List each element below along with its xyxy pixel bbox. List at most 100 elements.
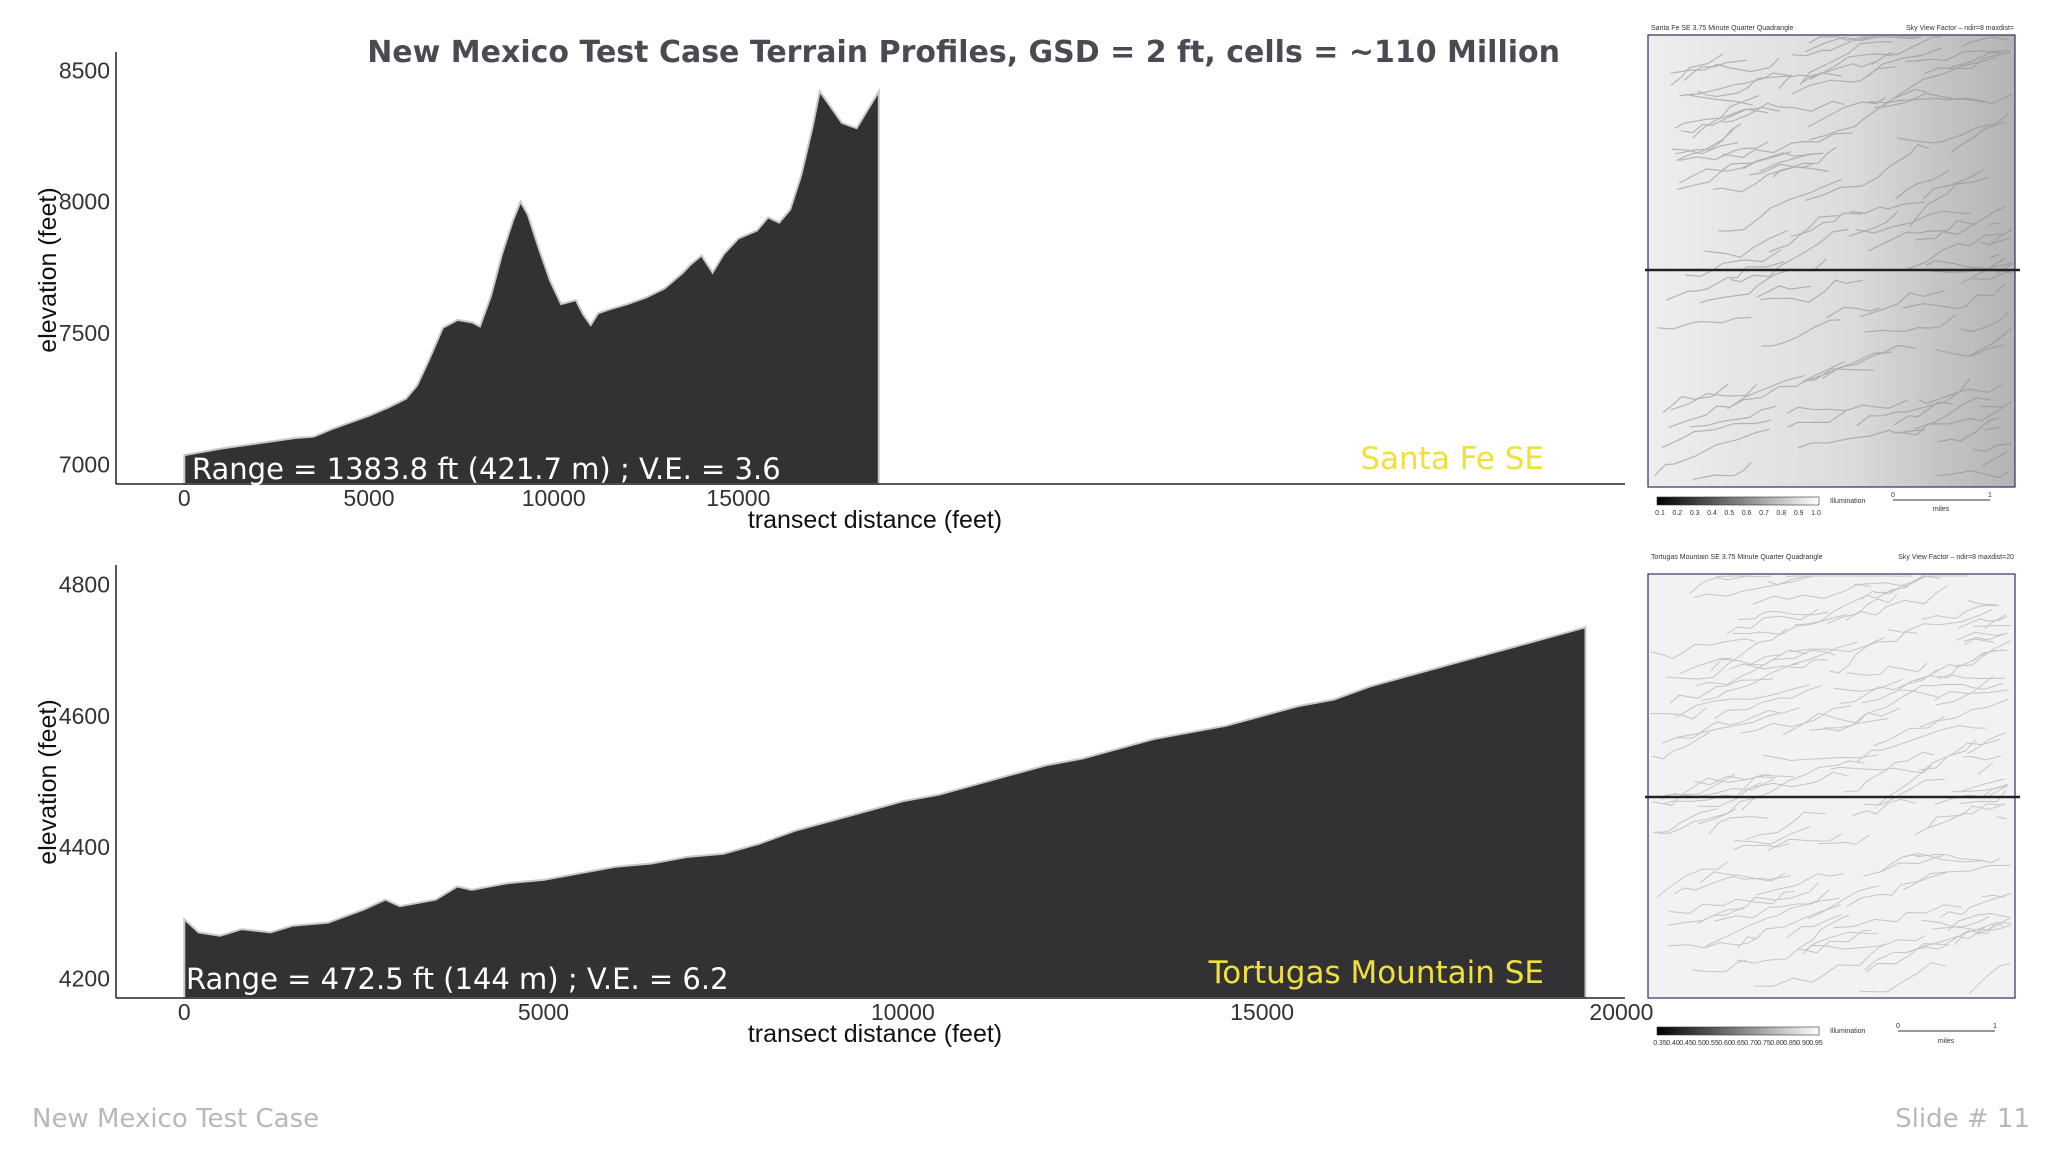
drainage-line bbox=[1939, 892, 2012, 919]
drainage-line bbox=[1762, 754, 1879, 762]
legend-label: Illumination bbox=[1830, 498, 1866, 505]
drainage-line bbox=[1963, 638, 1995, 643]
drainage-line bbox=[1746, 659, 1828, 670]
y-axis-label: elevation (feet) bbox=[34, 699, 62, 864]
drainage-line bbox=[1692, 95, 1760, 139]
drainage-line bbox=[1927, 803, 2006, 828]
drainage-line bbox=[1740, 705, 1852, 734]
legend-tick-label: 0.60 bbox=[1718, 1040, 1732, 1047]
drainage-line bbox=[1920, 698, 2009, 728]
footer-left: New Mexico Test Case bbox=[32, 1104, 319, 1134]
x-tick-label: 10000 bbox=[871, 999, 935, 1025]
drainage-line bbox=[1957, 640, 2012, 666]
drainage-line bbox=[1672, 142, 1739, 155]
drainage-line bbox=[1859, 961, 1947, 993]
drainage-line bbox=[1988, 784, 2009, 797]
y-tick-label: 7500 bbox=[59, 320, 110, 346]
drainage-line bbox=[1817, 834, 1870, 845]
legend-tick-label: 0.80 bbox=[1770, 1040, 1784, 1047]
map-title: Tortugas Mountain SE 3.75 Minute Quarter… bbox=[1651, 554, 1823, 561]
drainage-line bbox=[1778, 72, 1842, 90]
drainage-line bbox=[1651, 638, 1755, 660]
x-tick-label: 0 bbox=[178, 485, 191, 511]
drainage-line bbox=[1873, 715, 1945, 747]
drainage-line bbox=[1963, 755, 2002, 761]
drainage-line bbox=[1692, 462, 1752, 480]
drainage-line bbox=[1808, 36, 1877, 44]
drainage-line bbox=[1947, 912, 2010, 932]
drainage-line bbox=[1669, 890, 1795, 915]
drainage-line bbox=[1980, 237, 2011, 245]
drainage-line bbox=[1714, 685, 1822, 720]
drainage-line bbox=[1661, 419, 1772, 448]
drainage-line bbox=[1786, 399, 1908, 414]
drainage-line bbox=[1698, 796, 1759, 825]
y-tick-label: 4200 bbox=[59, 965, 110, 991]
drainage-line bbox=[1754, 943, 1885, 987]
drainage-line bbox=[1759, 279, 1864, 303]
legend-tick-label: 1.0 bbox=[1811, 510, 1821, 517]
drainage-line bbox=[1951, 121, 2006, 154]
drainage-line bbox=[1737, 904, 1841, 949]
drainage-line bbox=[1670, 383, 1758, 411]
drainage-line bbox=[1982, 451, 2007, 467]
drainage-line bbox=[1791, 641, 1858, 665]
drainage-line bbox=[1854, 575, 1968, 587]
drainage-line bbox=[1733, 843, 1790, 851]
site-label: Santa Fe SE bbox=[1360, 441, 1544, 477]
drainage-line bbox=[1961, 36, 2010, 48]
drainage-line bbox=[1878, 854, 1921, 874]
x-axis-label: transect distance (feet) bbox=[748, 1020, 1002, 1048]
drainage-line bbox=[1670, 53, 1724, 86]
drainage-line bbox=[1898, 664, 1961, 691]
drainage-line bbox=[1689, 405, 1777, 428]
drainage-line bbox=[1956, 631, 2007, 641]
map-frame-inner bbox=[1647, 573, 2016, 999]
chart-tortugas-mountain-se: 4200 4400 4600 4800 0 5000 10000 15000 20000 tr… bbox=[34, 565, 1653, 1048]
drainage-line bbox=[1806, 368, 1874, 381]
drainage-line bbox=[1855, 210, 1972, 234]
drainage-line bbox=[1786, 575, 1913, 577]
drainage-line bbox=[1925, 257, 2006, 270]
map-drainage-texture bbox=[1649, 575, 2012, 994]
drainage-line bbox=[1806, 930, 1871, 954]
legend-tick-label: 0.95 bbox=[1809, 1040, 1823, 1047]
drainage-line bbox=[1860, 575, 1941, 600]
legend-tick-labels: 0.1 0.2 0.3 0.4 0.5 0.6 0.7 0.8 0.9 1.0 bbox=[1655, 510, 1821, 517]
drainage-line bbox=[1661, 773, 1736, 801]
drainage-line bbox=[1718, 179, 1842, 232]
drainage-line bbox=[1923, 52, 2006, 75]
drainage-line bbox=[1693, 575, 1831, 599]
drainage-line bbox=[1808, 88, 1927, 141]
site-label: Tortugas Mountain SE bbox=[1208, 955, 1544, 991]
drainage-line bbox=[1653, 808, 1718, 833]
drainage-line bbox=[1678, 141, 1769, 161]
map-tortugas-mountain-se: Tortugas Mountain SE 3.75 Minute Quarter… bbox=[1645, 554, 2020, 1047]
drainage-line bbox=[1745, 811, 1826, 841]
drainage-line bbox=[1685, 93, 1753, 106]
drainage-line bbox=[1935, 689, 2009, 706]
drainage-line bbox=[1895, 170, 1950, 200]
drainage-line bbox=[1749, 163, 1813, 176]
legend-tick-label: 0.6 bbox=[1742, 510, 1752, 517]
drainage-line bbox=[1669, 678, 1773, 704]
map-caption: Sky View Factor – ndir=8 maxdist=20 bbox=[1898, 554, 2014, 561]
drainage-line bbox=[1962, 778, 2005, 792]
drainage-line bbox=[1722, 132, 1853, 159]
drainage-line bbox=[1697, 781, 1762, 807]
drainage-line bbox=[1951, 783, 2008, 793]
drainage-line bbox=[1759, 152, 1824, 172]
map-santa-fe-se: Santa Fe SE 3.75 Minute Quarter Quadrang… bbox=[1645, 25, 2020, 517]
drainage-line bbox=[1761, 319, 1841, 347]
drainage-line bbox=[1787, 410, 1847, 428]
drainage-line bbox=[1868, 220, 1976, 252]
legend-tick-label: 0.65 bbox=[1731, 1040, 1745, 1047]
legend-tick-label: 0.45 bbox=[1679, 1040, 1693, 1047]
map-caption: Sky View Factor – ndir=8 maxdist= bbox=[1906, 25, 2014, 32]
drainage-line bbox=[1734, 826, 1811, 845]
drainage-line bbox=[1936, 417, 1999, 443]
drainage-line bbox=[1670, 57, 1780, 74]
drainage-line bbox=[1768, 215, 1840, 253]
legend-tick-label: 0.50 bbox=[1692, 1040, 1706, 1047]
